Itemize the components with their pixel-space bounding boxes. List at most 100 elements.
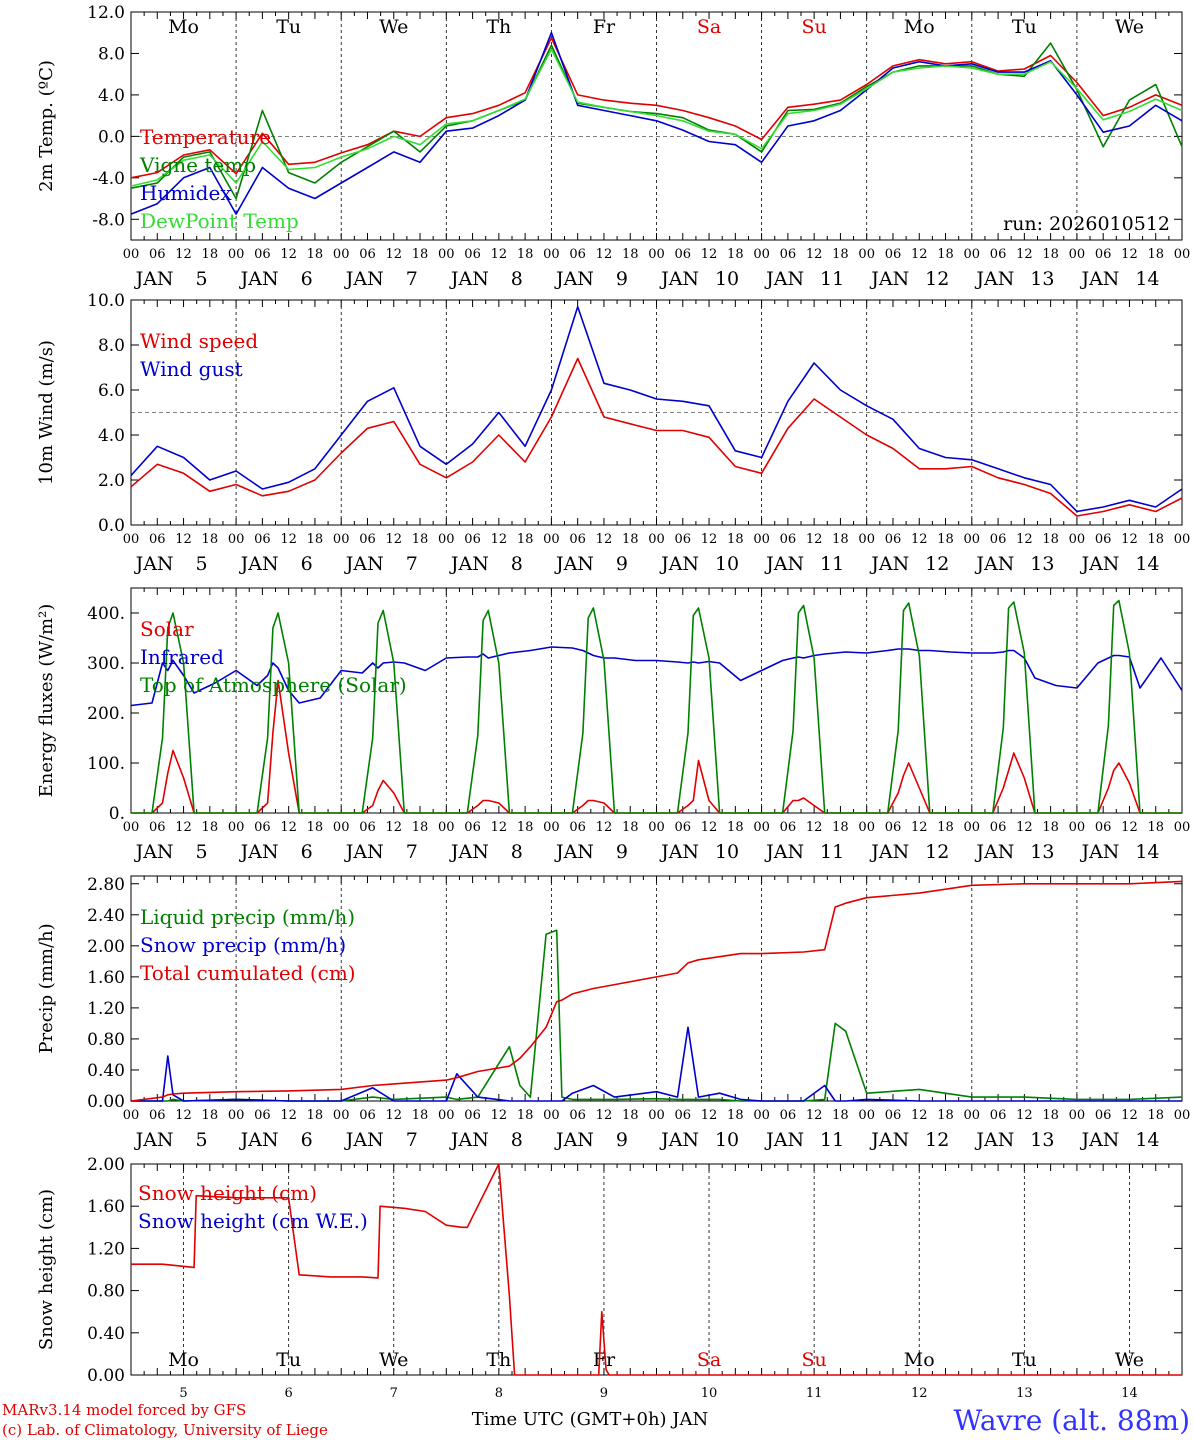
x-day-number: 12: [911, 1386, 928, 1401]
x-month-label: JAN: [344, 841, 384, 863]
x-day-label: 12: [925, 268, 949, 290]
x-month-label: JAN: [1079, 553, 1119, 575]
x-hour-label: 12: [806, 820, 823, 835]
x-hour-label: 18: [727, 247, 744, 262]
x-hour-label: 18: [1147, 247, 1164, 262]
x-hour-label: 06: [569, 1108, 586, 1123]
x-month-label: JAN: [869, 553, 909, 575]
y-axis-label: 2m Temp. (ºC): [36, 60, 57, 192]
x-hour-label: 00: [648, 1108, 665, 1123]
x-hour-label: 18: [517, 247, 534, 262]
x-day-label: 13: [1030, 268, 1054, 290]
x-hour-label: 00: [858, 247, 875, 262]
x-hour-label: 18: [622, 247, 639, 262]
x-hour-label: 00: [648, 820, 665, 835]
x-month-label: JAN: [134, 1129, 174, 1151]
x-day-label: 13: [1030, 841, 1054, 863]
x-hour-label: 12: [175, 820, 192, 835]
legend-entry: Snow height (cm): [138, 1181, 317, 1205]
x-hour-label: 18: [202, 1108, 219, 1123]
x-month-label: JAN: [659, 553, 699, 575]
y-tick-label: 2.40: [87, 906, 125, 926]
station-title: Wavre (alt. 88m): [954, 1404, 1190, 1437]
x-hour-label: 00: [1174, 532, 1191, 547]
x-hour-label: 18: [622, 820, 639, 835]
x-day-label: 6: [301, 1129, 313, 1151]
x-hour-label: 00: [858, 532, 875, 547]
x-hour-label: 06: [359, 532, 376, 547]
x-hour-label: 18: [1042, 247, 1059, 262]
x-hour-label: 06: [885, 532, 902, 547]
legend-entry: Wind gust: [140, 357, 243, 381]
x-hour-label: 12: [806, 1108, 823, 1123]
x-day-label: 8: [511, 841, 523, 863]
x-hour-label: 06: [464, 247, 481, 262]
x-month-label: JAN: [869, 1129, 909, 1151]
x-hour-label: 12: [1016, 532, 1033, 547]
x-day-label: 9: [616, 553, 628, 575]
y-tick-label: 10.0: [87, 291, 125, 311]
x-day-number: 10: [701, 1386, 718, 1401]
x-hour-label: 18: [1147, 532, 1164, 547]
weekday-label: Su: [802, 1349, 827, 1371]
x-hour-label: 12: [806, 532, 823, 547]
weekday-label: Sa: [697, 16, 721, 38]
x-hour-label: 12: [280, 247, 297, 262]
x-hour-label: 18: [1042, 532, 1059, 547]
x-day-label: 7: [406, 841, 418, 863]
x-hour-label: 12: [385, 532, 402, 547]
x-hour-label: 12: [1121, 1108, 1138, 1123]
x-hour-label: 06: [885, 820, 902, 835]
y-tick-label: -4.0: [92, 169, 125, 189]
x-hour-label: 12: [701, 820, 718, 835]
x-hour-label: 12: [1016, 247, 1033, 262]
x-hour-label: 18: [832, 532, 849, 547]
x-hour-label: 06: [464, 820, 481, 835]
x-hour-label: 00: [123, 247, 140, 262]
legend-entry: DewPoint Temp: [140, 209, 299, 233]
x-hour-label: 00: [123, 1108, 140, 1123]
panel-4: 2.80 2.40 2.00 1.60 1.20 0.80 0.40 0.00 Precip (…: [36, 875, 1190, 1151]
x-hour-label: 12: [911, 820, 928, 835]
y-tick-label: -8.0: [92, 210, 125, 230]
weekday-label: Th: [486, 16, 511, 38]
x-hour-label: 06: [1095, 532, 1112, 547]
x-hour-label: 18: [412, 1108, 429, 1123]
x-hour-label: 06: [254, 532, 271, 547]
x-hour-label: 00: [964, 247, 981, 262]
x-hour-label: 12: [175, 532, 192, 547]
x-day-label: 14: [1135, 1129, 1159, 1151]
x-hour-label: 06: [1095, 820, 1112, 835]
x-hour-label: 06: [675, 1108, 692, 1123]
x-hour-label: 12: [596, 820, 613, 835]
x-month-label: JAN: [764, 268, 804, 290]
x-month-label: JAN: [239, 553, 279, 575]
x-hour-label: 18: [307, 247, 324, 262]
x-hour-label: 00: [228, 247, 245, 262]
x-hour-label: 18: [517, 1108, 534, 1123]
x-hour-label: 06: [254, 820, 271, 835]
x-hour-label: 00: [753, 247, 770, 262]
weekday-label: Mo: [904, 1349, 935, 1371]
x-hour-label: 12: [175, 1108, 192, 1123]
y-tick-label: 0.40: [87, 1324, 125, 1344]
x-hour-label: 18: [517, 532, 534, 547]
x-hour-label: 06: [675, 532, 692, 547]
footer-credit-line1: MARv3.14 model forced by GFS: [2, 1401, 246, 1419]
x-day-label: 5: [196, 268, 208, 290]
x-hour-label: 12: [385, 820, 402, 835]
x-hour-label: 00: [333, 532, 350, 547]
weekday-label: Mo: [904, 16, 935, 38]
x-month-label: JAN: [554, 841, 594, 863]
x-hour-label: 00: [228, 532, 245, 547]
footer-credit-line2: (c) Lab. of Climatology, University of L…: [2, 1421, 328, 1439]
legend-entry: Humidex: [140, 181, 232, 205]
y-tick-label: 2.80: [87, 875, 125, 895]
x-month-label: JAN: [974, 553, 1014, 575]
x-month-label: JAN: [1079, 1129, 1119, 1151]
x-day-label: 7: [406, 1129, 418, 1151]
x-hour-label: 12: [280, 820, 297, 835]
x-hour-label: 00: [1069, 1108, 1086, 1123]
x-hour-label: 18: [1042, 1108, 1059, 1123]
x-hour-label: 12: [911, 247, 928, 262]
